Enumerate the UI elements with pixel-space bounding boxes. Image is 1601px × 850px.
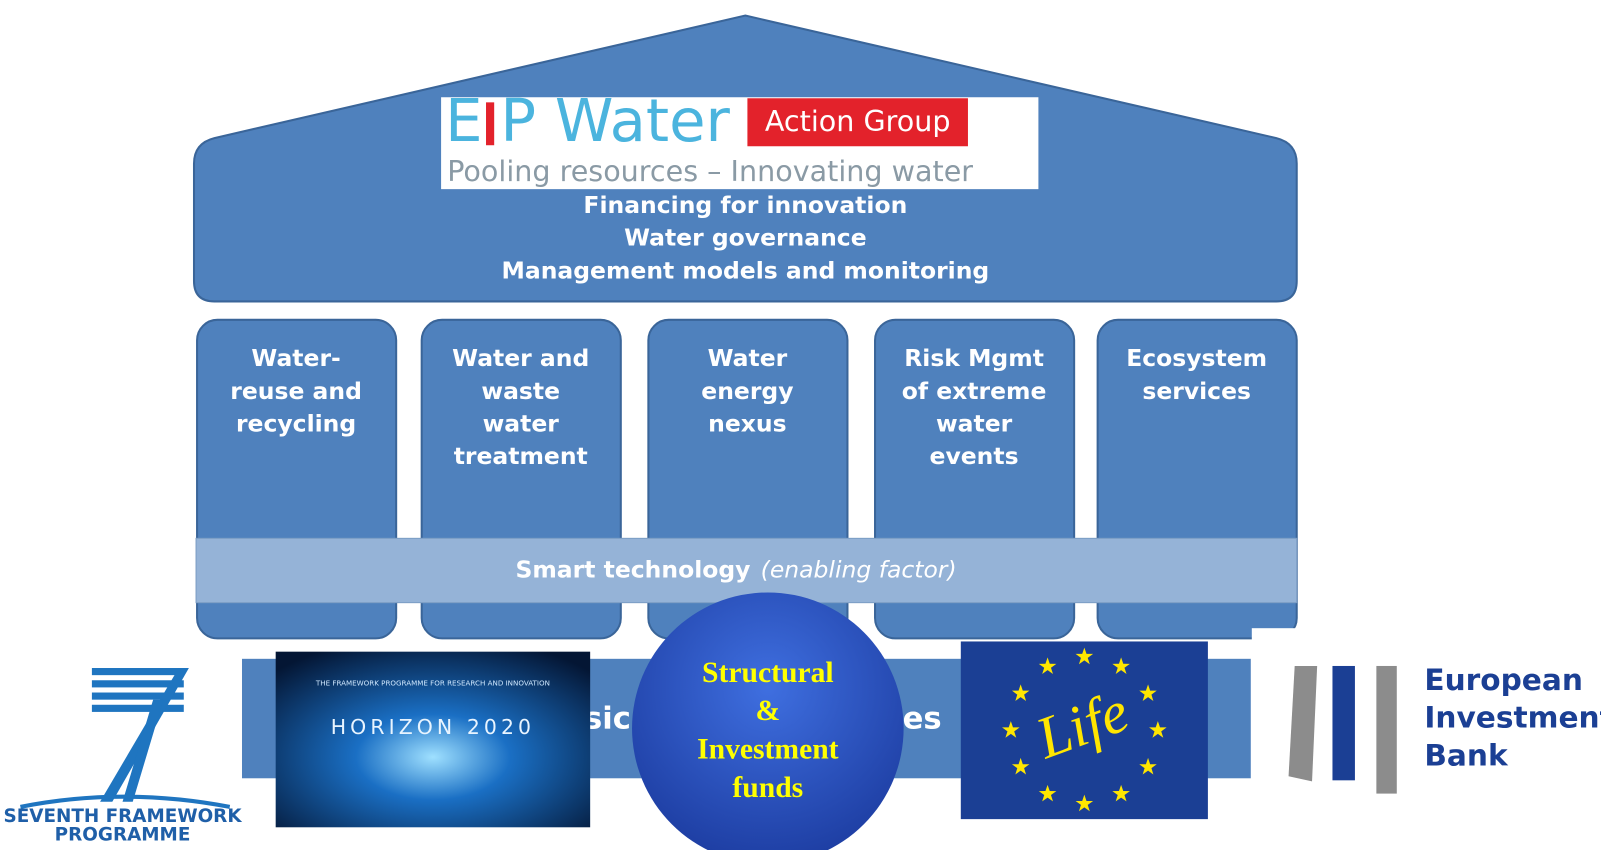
pillar-label: Water and xyxy=(452,344,589,372)
funds-text: Structural xyxy=(702,657,834,689)
badge: Action Group xyxy=(765,104,951,138)
pillar-label: services xyxy=(1142,377,1251,405)
eib-text: Bank xyxy=(1424,738,1509,772)
fp7-text: PROGRAMME xyxy=(55,824,191,845)
eib-bar xyxy=(1376,666,1396,794)
logo-water: P Water xyxy=(500,86,730,155)
pillar-label: reuse and xyxy=(230,377,362,405)
pillar-label: nexus xyxy=(708,410,786,438)
logo-red-bar xyxy=(486,102,494,145)
pillar-label: Risk Mgmt xyxy=(904,344,1044,372)
base-fragment: es xyxy=(903,702,942,737)
pillar-label: energy xyxy=(701,377,793,405)
pillar-label: Water xyxy=(708,344,788,372)
eib-text: Investment xyxy=(1424,701,1601,735)
enabler-note: (enabling factor) xyxy=(761,556,957,584)
pillar-label: Ecosystem xyxy=(1126,344,1267,372)
pillar-label: recycling xyxy=(236,410,356,438)
roof-item: Financing for innovation xyxy=(583,191,907,219)
eib-text: European xyxy=(1424,663,1583,697)
pillar-label: waste xyxy=(481,377,560,405)
base-fragment: sic xyxy=(584,702,631,737)
pillar-label: water xyxy=(936,410,1013,438)
funds-text: Investment xyxy=(697,734,839,766)
diagram: E P Water Action Group Pooling resources… xyxy=(0,0,1601,850)
pillar-label: events xyxy=(930,442,1019,470)
roof-item: Management models and monitoring xyxy=(502,256,990,284)
horizon-name: HORIZON 2020 xyxy=(331,715,535,739)
logo-e: E xyxy=(445,86,482,155)
enabler-label: Smart technology xyxy=(515,556,750,584)
funds-text: funds xyxy=(732,772,803,804)
pillar-label: treatment xyxy=(454,442,588,470)
roof-item: Water governance xyxy=(624,224,867,252)
pillar-label: water xyxy=(483,410,560,438)
pillar-label: Water- xyxy=(251,344,340,372)
tagline: Pooling resources – Innovating water xyxy=(447,154,973,188)
fp7-logo xyxy=(20,668,229,807)
pillar-label: of extreme xyxy=(902,377,1047,405)
funds-text: & xyxy=(755,695,780,727)
eib-bar xyxy=(1332,666,1354,780)
horizon-caption: THE FRAMEWORK PROGRAMME FOR RESEARCH AND… xyxy=(315,678,550,687)
